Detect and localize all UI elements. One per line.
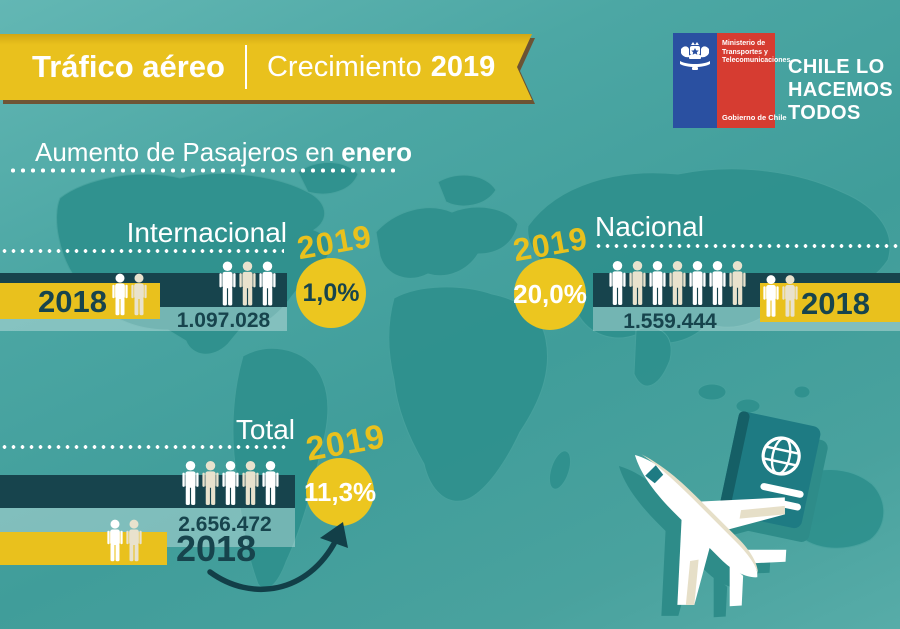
- value-nacional: 1.559.444: [623, 310, 717, 333]
- ribbon-divider: [245, 45, 247, 89]
- page-title: Tráfico aéreo: [32, 49, 225, 84]
- person-icon: [628, 257, 647, 309]
- person-icon: [241, 458, 260, 508]
- person-icon: [221, 458, 240, 508]
- person-icon: [648, 257, 667, 309]
- label-2018-total: 2018: [176, 528, 257, 569]
- dotted-line-internacional: [0, 249, 284, 253]
- bar-2018-total: [0, 532, 167, 565]
- label-2018-internacional: 2018: [38, 284, 107, 319]
- people-2018-internacional: [111, 271, 148, 318]
- dotted-line-total: [0, 445, 290, 449]
- growth-circle-total: 11,3%: [304, 458, 376, 526]
- slogan-line: HACEMOS: [788, 79, 894, 101]
- person-icon: [111, 271, 129, 318]
- chart-heading: Aumento de Pasajeros en enero: [35, 137, 412, 168]
- person-icon: [261, 458, 280, 508]
- heading-month: enero: [341, 137, 413, 167]
- person-icon: [258, 258, 277, 309]
- growth-circle-nacional: 20,0%: [513, 258, 587, 330]
- ribbon-subtitle: Crecimiento: [266, 50, 422, 83]
- person-icon: [106, 517, 124, 564]
- slogan-line: TODOS: [788, 102, 861, 124]
- header-ribbon: Tráfico aéreo Crecimiento 2019: [0, 34, 532, 100]
- group-title-nacional: Nacional: [595, 211, 704, 242]
- person-icon: [668, 257, 687, 309]
- growth-circle-internacional: 1,0%: [296, 258, 366, 328]
- government-logo: Ministerio de Transportes y Telecomunica…: [673, 33, 791, 128]
- person-icon: [708, 257, 727, 309]
- people-2018-nacional: [762, 272, 799, 320]
- airplane-passport-illustration: [618, 411, 828, 618]
- group-title-total: Total: [235, 414, 295, 445]
- person-icon: [728, 257, 747, 309]
- ministry-name: Ministerio de Transportes y Telecomunica…: [722, 40, 791, 64]
- passport-icon: [719, 411, 828, 542]
- person-icon: [130, 271, 148, 318]
- airplane-icon: [634, 454, 787, 607]
- coat-of-arms-icon: [680, 42, 710, 70]
- dotted-line-nacional: [594, 244, 900, 248]
- person-icon: [762, 272, 780, 320]
- person-icon: [608, 257, 627, 309]
- slogan-line: CHILE LO: [788, 56, 885, 78]
- person-icon: [218, 258, 237, 309]
- value-internacional: 1.097.028: [176, 309, 271, 332]
- people-2019-internacional: [218, 258, 277, 309]
- people-2019-nacional: [608, 257, 747, 309]
- group-title-internacional: Internacional: [126, 217, 287, 248]
- header-ribbon-shadow: Tráfico aéreo Crecimiento 2019: [0, 34, 536, 106]
- ministry-red-panel: Ministerio de Transportes y Telecomunica…: [717, 33, 791, 128]
- heading-prefix: Aumento de Pasajeros en: [35, 137, 335, 167]
- people-2018-total: [106, 517, 143, 564]
- person-icon: [181, 458, 200, 508]
- ribbon-year: 2019: [430, 50, 496, 83]
- person-icon: [781, 272, 799, 320]
- person-icon: [688, 257, 707, 309]
- government-name: Gobierno de Chile: [722, 113, 787, 122]
- person-icon: [201, 458, 220, 508]
- flag-blue-panel: [673, 33, 717, 128]
- value-total: 2.656.472: [178, 513, 272, 536]
- label-2018-nacional: 2018: [801, 286, 870, 321]
- person-icon: [238, 258, 257, 309]
- heading-dotted-line: [8, 168, 400, 173]
- people-2019-total: [181, 458, 280, 508]
- person-icon: [125, 517, 143, 564]
- campaign-slogan: CHILE LO HACEMOS TODOS: [788, 56, 893, 125]
- growth-arrow-icon: [207, 522, 348, 592]
